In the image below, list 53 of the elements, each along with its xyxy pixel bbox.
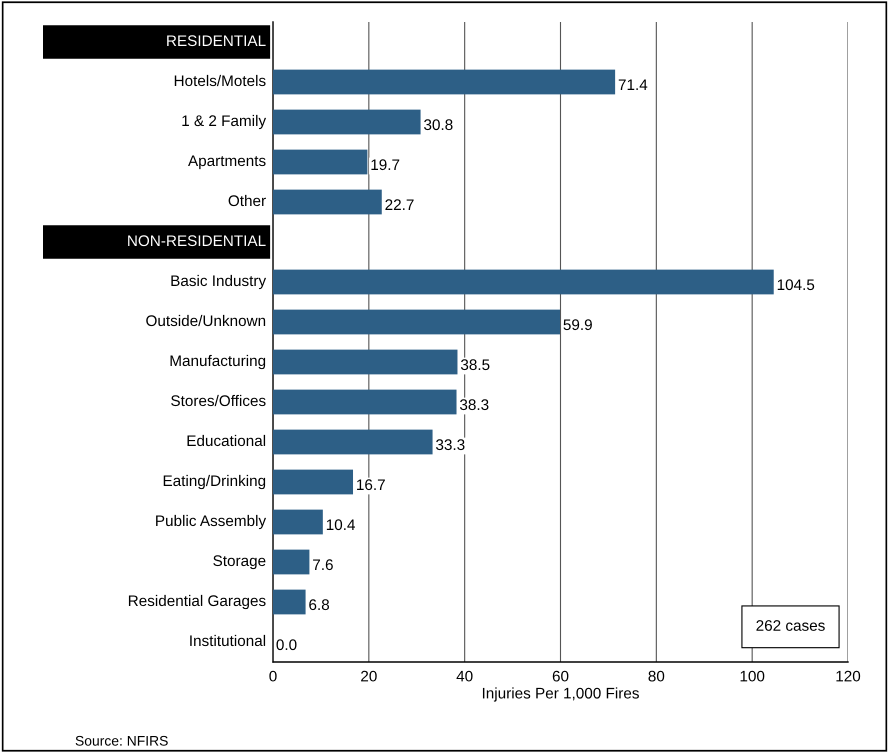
y-tick-label: Apartments: [188, 155, 266, 170]
data-label: 16.7: [357, 479, 385, 490]
x-tick-label: 80: [648, 670, 664, 682]
y-tick-label: Stores/Offices: [171, 394, 266, 406]
y-tick-label: Residential Garages: [128, 594, 266, 610]
bar: [273, 430, 433, 454]
x-tick-label: 100: [740, 670, 764, 682]
y-tick-label: 1 & 2 Family: [182, 114, 266, 130]
x-tick-label: 0: [269, 670, 277, 682]
data-label: 7.6: [313, 559, 333, 570]
x-tick-label: 40: [456, 670, 473, 682]
data-label: 0.0: [276, 639, 297, 650]
y-tick-label: NON-RESIDENTIAL: [128, 235, 266, 246]
y-tick-label: Manufacturing: [170, 354, 266, 370]
y-tick-label: Educational: [188, 434, 266, 446]
data-label: 38.3: [460, 399, 488, 410]
bar: [273, 510, 323, 534]
bar: [273, 550, 310, 574]
bar: [273, 590, 306, 614]
bar: [273, 390, 457, 414]
data-label: 33.3: [436, 439, 464, 450]
data-label: 6.8: [309, 599, 330, 610]
y-tick-label: Eating/Drinking: [164, 474, 266, 490]
y-tick-label: Basic Industry: [171, 274, 266, 290]
bar: [273, 470, 354, 494]
data-label: 59.9: [564, 319, 592, 330]
bar: [273, 110, 421, 134]
x-tick-label: 60: [552, 670, 568, 682]
bar: [273, 70, 616, 94]
y-tick-label: Institutional: [190, 634, 266, 646]
data-label: 104.5: [778, 279, 814, 290]
x-tick-label: 20: [361, 670, 377, 682]
y-tick-label: Outside/Unknown: [146, 314, 266, 326]
data-label: 22.7: [385, 199, 414, 210]
x-axis-title: Injuries Per 1,000 Fires: [482, 687, 639, 702]
bar: [273, 350, 458, 374]
y-tick-label: RESIDENTIAL: [167, 35, 266, 46]
data-label: 30.8: [424, 119, 453, 130]
data-label: 71.4: [618, 79, 648, 90]
y-tick-label: Storage: [213, 555, 266, 570]
data-label: 19.7: [371, 159, 400, 170]
y-tick-label: Hotels/Motels: [174, 74, 266, 86]
bar: [273, 270, 774, 294]
y-tick-label: Other: [228, 194, 266, 206]
data-label: 38.5: [460, 359, 490, 370]
bar: [273, 150, 368, 174]
annotation: 262 cases: [756, 620, 825, 631]
y-tick-label: Public Assembly: [156, 514, 266, 530]
x-tick-label: 120: [836, 670, 860, 682]
bar: [273, 190, 382, 214]
bar: [273, 310, 560, 334]
source-note: Source: NFIRS: [76, 736, 168, 746]
data-label: 10.4: [326, 519, 355, 530]
